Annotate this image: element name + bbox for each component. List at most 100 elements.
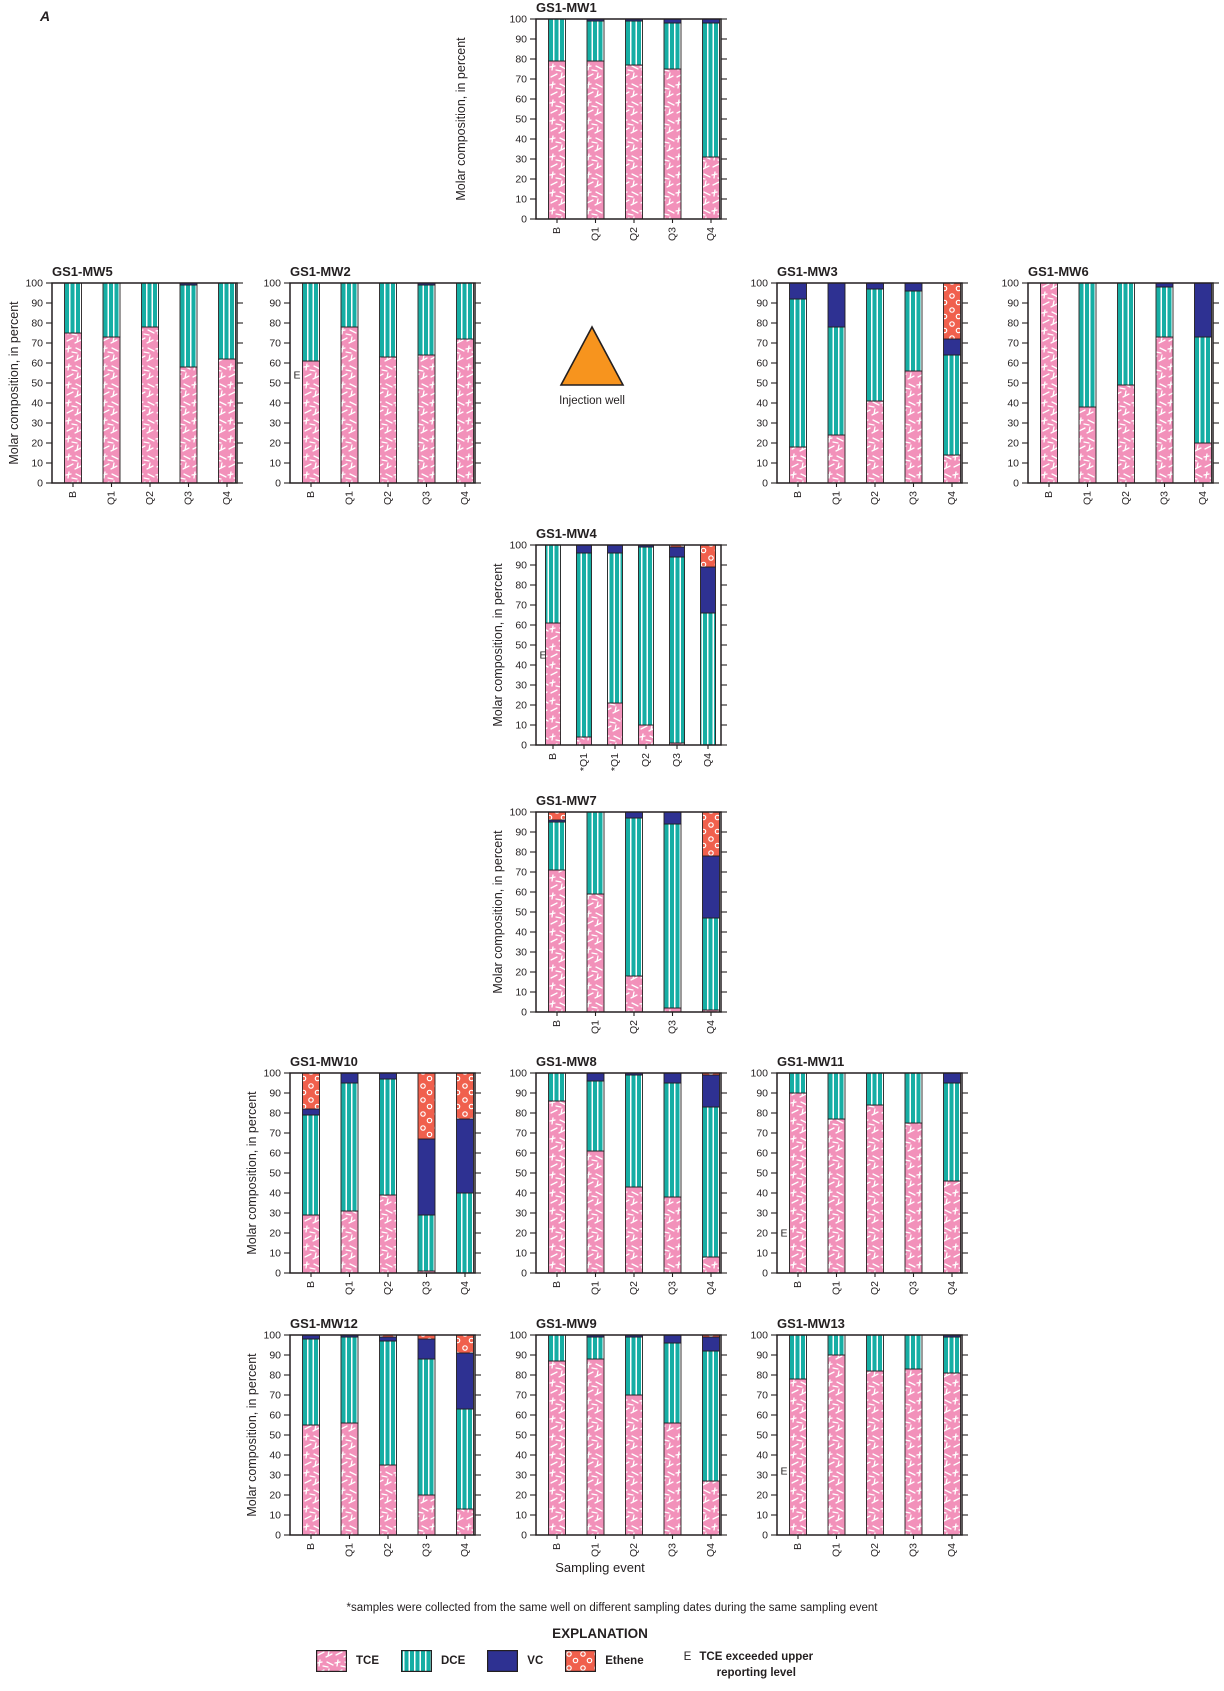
bar-segment-dce [340,1082,359,1212]
y-tick-label: 80 [756,318,768,330]
bar-Q2 [625,1072,643,1274]
y-tick-label: 100 [509,807,527,819]
x-tick-label: B [792,1543,804,1550]
x-tick-label: B [305,491,317,498]
bar-segment-tce [456,338,474,484]
bar-segment-tce [625,975,643,1013]
figure-letter: A [40,8,51,24]
bar-segment-tce [663,1422,682,1536]
bar-segment-dce [789,298,807,448]
y-tick-label: 0 [1013,478,1019,490]
bar-segment-tce [607,702,623,746]
panel-gs1-mw6: GS1-MW6 B Q1 Q2 Q3 Q4 0 10 20 30 40 50 60 70 80 90 100 [933,264,1224,526]
bar-segment-vc [607,544,623,554]
bar-segment-dce [663,1082,682,1198]
bar-segment-vc [663,1334,682,1344]
plot-frame [776,282,963,484]
bar-Q3 [663,1334,682,1536]
y-tick-label: 20 [515,967,527,979]
y-tick-label: 40 [269,1188,281,1200]
legend-label-vc: VC [527,1655,544,1667]
y-tick-label: 60 [515,1410,527,1422]
bar-Q4 [1194,282,1212,484]
bar-segment-dce [866,288,884,402]
bar-segment-vc [943,1072,961,1084]
plot-frame [289,282,476,484]
y-tick-label: 20 [269,1228,281,1240]
x-tick-label: Q2 [869,1281,881,1295]
x-tick-label: Q3 [667,1020,679,1034]
x-tick-label: Q4 [705,1281,717,1295]
bar-segment-vc [669,546,685,558]
plot-frame [289,1072,476,1274]
bar-Q1 [586,18,605,220]
bar-segment-vc [1194,282,1212,338]
plot-frame [776,1072,963,1274]
plot-gs1-mw8: B Q1 Q2 Q3 Q4 0 10 20 30 40 50 60 70 80 90 100 [509,1068,727,1295]
x-tick-label: Q2 [640,753,652,767]
bar-Q2 [866,1072,884,1274]
plot-gs1-mw11: B Q1 Q2 Q3 Q4 0 10 20 30 40 50 60 70 80 90 100 E [750,1068,968,1295]
y-tick-label: 70 [269,1390,281,1402]
x-tick-label: Q3 [671,753,683,767]
x-tick-label: B [547,753,559,760]
bar-B [1040,282,1058,484]
bar-segment-dce [1194,336,1212,444]
bar-segment-dce [586,20,605,62]
bar-segment-dce [789,1334,807,1380]
y-tick-label: 90 [756,298,768,310]
bar-segment-dce [302,1114,320,1216]
x-tick-label: Q2 [869,1543,881,1557]
x-tick-label: Q3 [667,227,679,241]
x-tick-label: Q3 [908,1543,920,1557]
bar-segment-vc [789,282,807,300]
plot-gs1-mw3: B Q1 Q2 Q3 Q4 0 10 20 30 40 50 60 70 80 90 100 [750,278,968,505]
bar-B [302,1334,320,1536]
bar-Q2 [379,1072,397,1274]
y-tick-label: 0 [275,478,281,490]
bar-Q4 [943,1334,961,1536]
x-tick-label: Q4 [705,1543,717,1557]
x-tick-label: B [551,1543,563,1550]
bar-segment-vc [866,282,884,290]
bar-segment-tce [943,1180,961,1274]
y-tick-label: 20 [515,1490,527,1502]
bar-segment-tce [1155,336,1174,484]
y-tick-label: 100 [509,540,527,552]
x-tick-label: Q2 [144,491,156,505]
bar-Q4 [456,282,474,484]
bar-Q3 [904,1072,923,1274]
y-tick-label: 90 [269,1350,281,1362]
x-tick-label: Q2 [869,491,881,505]
y-tick-label: 80 [31,318,43,330]
x-tick-label: Q1 [344,1281,356,1295]
bar-Q4 [702,811,720,1013]
bar-segment-tce [548,1100,566,1274]
bar-segment-dce [417,284,436,356]
x-axis-title: Sampling event [555,1560,645,1575]
y-tick-label: 40 [756,1188,768,1200]
x-tick-label: Q4 [221,491,233,505]
y-tick-label: 80 [515,847,527,859]
y-tick-label: 0 [275,1268,281,1280]
legend-label-dce: DCE [441,1655,466,1667]
y-tick-label: 30 [756,1208,768,1220]
y-tick-label: 0 [521,1007,527,1019]
y-tick-label: 60 [269,1148,281,1160]
bar-segment-vc [340,1072,359,1084]
bar-segment-dce [789,1072,807,1094]
bar-Q4 [702,18,720,220]
x-tick-label: Q3 [667,1281,679,1295]
y-tick-label: 50 [756,1430,768,1442]
bar-segment-dce [1078,282,1097,408]
x-tick-label: Q3 [421,491,433,505]
bar-segment-dce [302,282,320,362]
bar-segment-tce [827,1118,846,1274]
x-tick-label: B [551,227,563,234]
bar-segment-tce [827,1354,846,1536]
y-tick-label: 90 [515,34,527,46]
x-tick-label: Q1 [831,491,843,505]
bar-segment-tce [866,1104,884,1274]
bar-Q1 [586,1334,605,1536]
y-tick-label: 80 [1007,318,1019,330]
